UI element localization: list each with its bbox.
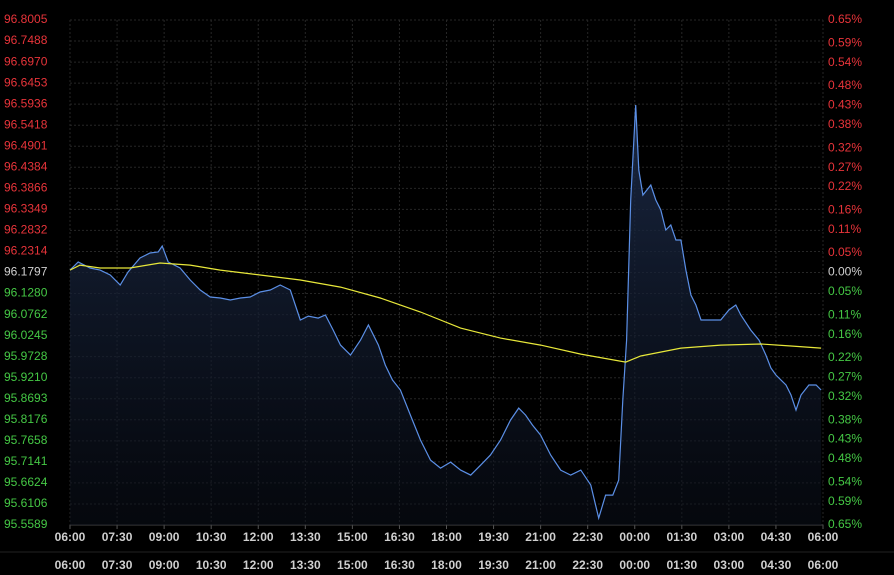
y2-tick-label: 0.54% <box>828 474 862 488</box>
y2-tick-label: 0.00% <box>828 265 862 279</box>
y-tick-label: 95.7141 <box>4 454 48 468</box>
x-tick-label: 15:00 <box>337 530 368 544</box>
y2-tick-label: 0.32% <box>828 389 862 403</box>
x-tick-label: 10:30 <box>196 530 227 544</box>
y2-tick-label: 0.38% <box>828 412 862 426</box>
y2-tick-label: 0.16% <box>828 203 862 217</box>
x-tick-label: 00:00 <box>619 530 650 544</box>
x-tick-label: 12:00 <box>243 558 274 572</box>
y2-tick-label: 0.16% <box>828 327 862 341</box>
x-tick-label: 18:00 <box>431 530 462 544</box>
x-tick-label: 07:30 <box>102 558 133 572</box>
y2-tick-label: 0.48% <box>828 78 862 92</box>
y-tick-label: 96.2314 <box>4 244 48 258</box>
x-tick-label: 16:30 <box>384 530 415 544</box>
x-tick-label: 13:30 <box>290 558 321 572</box>
x-tick-label: 13:30 <box>290 530 321 544</box>
y-tick-label: 95.9728 <box>4 349 48 363</box>
y-tick-label: 95.8176 <box>4 412 48 426</box>
y-tick-label: 96.0762 <box>4 307 48 321</box>
line <box>69 104 822 521</box>
y2-tick-label: 0.05% <box>828 284 862 298</box>
y-tick-label: 96.4901 <box>4 138 48 152</box>
x-tick-label: 21:00 <box>525 530 556 544</box>
x-tick-label: 12:00 <box>243 530 274 544</box>
x-tick-label: 01:30 <box>666 530 697 544</box>
y-tick-label: 96.5418 <box>4 117 48 131</box>
y2-tick-label: 0.65% <box>828 12 862 26</box>
x-tick-label: 10:30 <box>196 558 227 572</box>
y-tick-label: 96.1280 <box>4 286 48 300</box>
x-tick-label: 07:30 <box>102 530 133 544</box>
x-tick-label: 09:00 <box>149 530 180 544</box>
y-tick-label: 96.6453 <box>4 75 48 89</box>
y-tick-label: 96.0245 <box>4 328 48 342</box>
x-tick-label: 00:00 <box>619 558 650 572</box>
x-tick-label: 09:00 <box>149 558 180 572</box>
y2-tick-label: 0.43% <box>828 98 862 112</box>
x-tick-label: 22:30 <box>572 530 603 544</box>
y2-tick-label: 0.59% <box>828 494 862 508</box>
line <box>69 262 822 363</box>
y-tick-label: 95.8693 <box>4 391 48 405</box>
x-tick-label: 19:30 <box>478 558 509 572</box>
y-tick-label: 96.1797 <box>4 265 48 279</box>
y2-tick-label: 0.38% <box>828 117 862 131</box>
x-tick-label: 22:30 <box>572 558 603 572</box>
x-tick-label: 18:00 <box>431 558 462 572</box>
x-tick-label: 15:00 <box>337 558 368 572</box>
y-tick-label: 96.6970 <box>4 54 48 68</box>
y2-tick-label: 0.22% <box>828 179 862 193</box>
y-tick-label: 96.3349 <box>4 202 48 216</box>
x-tick-label: 06:00 <box>55 558 86 572</box>
x-tick-label: 06:00 <box>808 558 839 572</box>
y2-tick-label: 0.54% <box>828 55 862 69</box>
x-tick-label: 01:30 <box>666 558 697 572</box>
y2-tick-label: 0.43% <box>828 432 862 446</box>
y-tick-label: 96.5936 <box>4 96 48 110</box>
y-tick-label: 95.6624 <box>4 475 48 489</box>
x-tick-label: 03:00 <box>714 530 745 544</box>
y2-tick-label: 0.27% <box>828 160 862 174</box>
y2-tick-label: 0.48% <box>828 451 862 465</box>
x-tick-label: 19:30 <box>478 530 509 544</box>
x-tick-label: 16:30 <box>384 558 415 572</box>
x-tick-label: 06:00 <box>808 530 839 544</box>
y2-tick-label: 0.65% <box>828 517 862 531</box>
x-tick-label: 04:30 <box>761 530 792 544</box>
y2-tick-label: 0.32% <box>828 140 862 154</box>
y2-tick-label: 0.59% <box>828 35 862 49</box>
y2-tick-label: 0.05% <box>828 245 862 259</box>
x-tick-label: 21:00 <box>525 558 556 572</box>
x-tick-label: 06:00 <box>55 530 86 544</box>
y-tick-label: 96.3866 <box>4 181 48 195</box>
y-tick-label: 96.4384 <box>4 159 48 173</box>
y2-tick-label: 0.27% <box>828 370 862 384</box>
y2-tick-label: 0.11% <box>828 307 861 321</box>
y-tick-label: 96.8005 <box>4 12 48 26</box>
y-tick-label: 96.7488 <box>4 33 48 47</box>
y2-tick-label: 0.11% <box>828 222 861 236</box>
x-tick-label: 04:30 <box>761 558 792 572</box>
y-tick-label: 95.6106 <box>4 496 48 510</box>
y-tick-label: 95.9210 <box>4 370 48 384</box>
y-tick-label: 95.5589 <box>4 517 48 531</box>
x-tick-label: 03:00 <box>714 558 745 572</box>
y-tick-label: 96.2832 <box>4 223 48 237</box>
area <box>70 105 822 525</box>
y2-tick-label: 0.22% <box>828 350 862 364</box>
y-tick-label: 95.7658 <box>4 433 48 447</box>
